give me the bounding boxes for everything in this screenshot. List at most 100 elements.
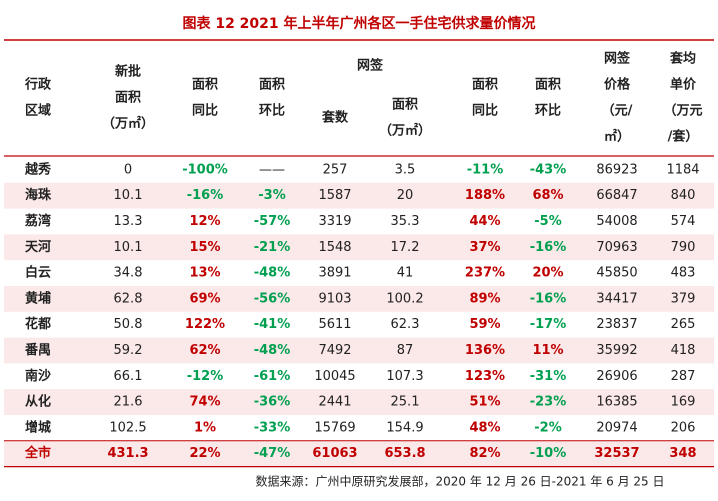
header-cell: 行政 bbox=[24, 77, 52, 93]
table-cell: 22% bbox=[189, 446, 220, 461]
header-cell: （万㎡） bbox=[102, 116, 154, 132]
row-label: 花都 bbox=[25, 316, 51, 332]
table-cell: 431.3 bbox=[107, 446, 148, 461]
table-cell: 653.8 bbox=[384, 446, 425, 461]
header-cell: （万元 bbox=[663, 103, 702, 119]
table-cell: 136% bbox=[465, 343, 505, 358]
header-cell: 同比 bbox=[472, 103, 498, 119]
table-cell: 574 bbox=[671, 214, 696, 229]
table-cell: -61% bbox=[254, 369, 291, 384]
header-cell: 面积 bbox=[192, 77, 218, 93]
header-cell: 面积 bbox=[115, 90, 141, 106]
table-cell: 10045 bbox=[314, 369, 355, 384]
title: 图表 12 2021 年上半年广州各区一手住宅供求量价情况 bbox=[182, 15, 535, 32]
table-cell: 107.3 bbox=[386, 369, 423, 384]
table-cell: -11% bbox=[467, 162, 504, 177]
table-cell: 10.1 bbox=[114, 188, 143, 203]
table-cell: -10% bbox=[530, 446, 567, 461]
table-cell: 12% bbox=[189, 214, 220, 229]
table-cell: 20 bbox=[397, 188, 414, 203]
table-cell: 70963 bbox=[596, 240, 637, 255]
table-cell: 154.9 bbox=[386, 420, 423, 435]
table-cell: 840 bbox=[671, 188, 696, 203]
row-band bbox=[4, 337, 714, 364]
table-cell: 32537 bbox=[594, 446, 639, 461]
table-cell: -43% bbox=[530, 162, 567, 177]
table-cell: 35.3 bbox=[391, 214, 420, 229]
header-cell: ㎡） bbox=[604, 129, 630, 145]
row-band bbox=[4, 234, 714, 261]
row-label: 南沙 bbox=[25, 368, 51, 384]
table-cell: 169 bbox=[671, 395, 696, 410]
header-group: 网签 bbox=[357, 58, 384, 74]
table-cell: 37% bbox=[469, 240, 500, 255]
header-cell: 新批 bbox=[115, 64, 141, 80]
table-cell: 10.1 bbox=[114, 240, 143, 255]
table-cell: -12% bbox=[187, 369, 224, 384]
table-cell: 790 bbox=[671, 240, 696, 255]
table-cell: 1587 bbox=[318, 188, 351, 203]
table-cell: 1548 bbox=[318, 240, 351, 255]
table-cell: 188% bbox=[465, 188, 505, 203]
table-cell: 62.8 bbox=[114, 291, 143, 306]
table-cell: -17% bbox=[530, 317, 567, 332]
table-cell: 13.3 bbox=[114, 214, 143, 229]
header-cell: 同比 bbox=[192, 103, 218, 119]
table-cell: 15769 bbox=[314, 420, 355, 435]
header-cell: 网签 bbox=[604, 51, 631, 67]
table-cell: 66.1 bbox=[114, 369, 143, 384]
header-cell: 面积 bbox=[535, 77, 561, 93]
table-cell: 26906 bbox=[596, 369, 637, 384]
row-label: 荔湾 bbox=[24, 213, 51, 229]
table-cell: 257 bbox=[323, 162, 348, 177]
table-cell: 122% bbox=[185, 317, 225, 332]
row-label: 海珠 bbox=[25, 187, 52, 203]
table-cell: 5611 bbox=[318, 317, 351, 332]
header-cell: 区域 bbox=[25, 103, 51, 119]
table-cell: 41 bbox=[397, 266, 414, 281]
table-cell: 87 bbox=[397, 343, 414, 358]
table-cell: -31% bbox=[530, 369, 567, 384]
table-cell: 51% bbox=[469, 395, 500, 410]
table-cell: 102.5 bbox=[109, 420, 146, 435]
table-cell: —— bbox=[259, 162, 285, 177]
row-band bbox=[4, 389, 714, 415]
header-cell: 套数 bbox=[321, 110, 349, 126]
table-cell: -48% bbox=[254, 343, 291, 358]
row-label: 增城 bbox=[25, 419, 51, 435]
row-label: 白云 bbox=[25, 265, 51, 281]
table-cell: 23837 bbox=[596, 317, 637, 332]
table-cell: -100% bbox=[182, 162, 228, 177]
table-cell: 89% bbox=[469, 291, 500, 306]
table-cell: -16% bbox=[530, 291, 567, 306]
table-cell: -36% bbox=[254, 395, 291, 410]
table-cell: -16% bbox=[187, 188, 224, 203]
row-band bbox=[4, 440, 714, 467]
table-cell: 3.5 bbox=[395, 162, 416, 177]
table-cell: 61063 bbox=[312, 446, 357, 461]
table-cell: 54008 bbox=[596, 214, 637, 229]
table-cell: -23% bbox=[530, 395, 567, 410]
table-cell: -48% bbox=[254, 266, 291, 281]
table-cell: 66847 bbox=[596, 188, 637, 203]
table-cell: -33% bbox=[254, 420, 291, 435]
table-cell: 0 bbox=[124, 162, 132, 177]
header-cell: 价格 bbox=[604, 77, 631, 93]
row-label: 全市 bbox=[24, 445, 51, 461]
table-cell: 17.2 bbox=[391, 240, 420, 255]
row-band bbox=[4, 182, 714, 209]
table-cell: 1% bbox=[194, 420, 216, 435]
header-cell: /套） bbox=[668, 129, 699, 145]
table-cell: -21% bbox=[254, 240, 291, 255]
table-cell: -3% bbox=[258, 188, 285, 203]
table-cell: 21.6 bbox=[114, 395, 143, 410]
table-cell: 9103 bbox=[318, 291, 351, 306]
table-cell: -5% bbox=[534, 214, 561, 229]
table-cell: 3319 bbox=[318, 214, 351, 229]
footer: 数据来源：广州中原研究发展部，2020 年 12 月 26 日-2021 年 6… bbox=[256, 474, 665, 489]
table-cell: -16% bbox=[530, 240, 567, 255]
table-cell: 50.8 bbox=[114, 317, 143, 332]
table-cell: 59.2 bbox=[114, 343, 143, 358]
table-cell: 237% bbox=[465, 266, 505, 281]
